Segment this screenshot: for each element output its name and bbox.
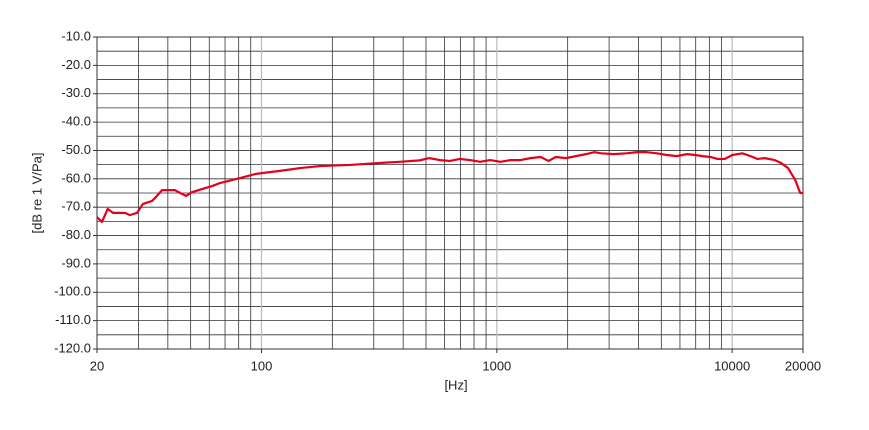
x-tick-label: 20000 (785, 358, 821, 373)
x-tick-label: 1000 (482, 358, 511, 373)
y-tick-label: -40.0 (61, 114, 91, 129)
y-tick-label: -60.0 (61, 170, 91, 185)
y-tick-label: -100.0 (54, 284, 91, 299)
y-tick-label: -20.0 (61, 57, 91, 72)
response-curve (96, 151, 803, 224)
y-tick-label: -50.0 (61, 142, 91, 157)
y-tick-label: -30.0 (61, 85, 91, 100)
y-tick-label: -10.0 (61, 28, 91, 43)
y-tick-label: -80.0 (61, 227, 91, 242)
x-tick-label: 100 (251, 358, 273, 373)
x-tick-label: 10000 (714, 358, 750, 373)
y-tick-label: -90.0 (61, 255, 91, 270)
y-tick-label: -70.0 (61, 199, 91, 214)
x-tick-label: 20 (90, 358, 104, 373)
y-tick-label: -120.0 (54, 340, 91, 355)
y-tick-label: -110.0 (55, 312, 91, 327)
y-axis-label: [dB re 1 V/Pa] (29, 153, 44, 234)
x-axis-label: [Hz] (444, 377, 467, 392)
